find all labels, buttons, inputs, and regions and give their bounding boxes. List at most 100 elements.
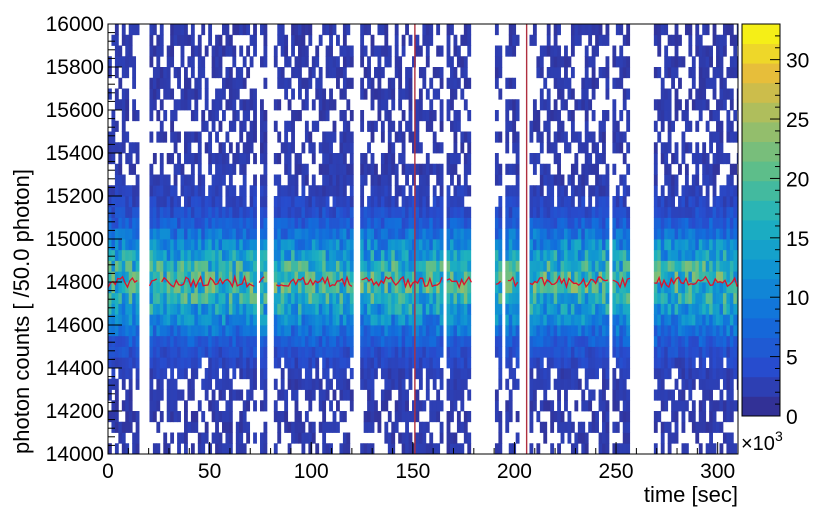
heatmap-cell <box>135 239 140 251</box>
heatmap-cell <box>716 260 720 272</box>
heatmap-cell <box>425 34 430 46</box>
heatmap-cell <box>218 432 223 444</box>
heatmap-cell <box>446 421 451 433</box>
colorbar-band <box>742 122 780 142</box>
heatmap-cell <box>184 67 188 79</box>
heatmap-cell <box>401 260 406 272</box>
heatmap-cell <box>595 34 599 46</box>
heatmap-cell <box>235 196 240 208</box>
heatmap-cell <box>204 239 209 251</box>
heatmap-cell <box>546 120 551 132</box>
heatmap-cell <box>242 142 247 154</box>
colorbar-frame <box>741 23 781 417</box>
heatmap-cell <box>222 77 226 89</box>
heatmap-cell <box>118 185 123 197</box>
heatmap-cell <box>605 325 610 337</box>
heatmap-cell <box>211 368 216 380</box>
heatmap-cell <box>557 45 561 57</box>
heatmap-cell <box>339 131 344 143</box>
heatmap-cell <box>619 368 624 380</box>
heatmap-cell <box>232 24 237 36</box>
heatmap-cell <box>111 303 116 315</box>
heatmap-cell <box>605 67 610 79</box>
heatmap-cell <box>577 292 582 304</box>
heatmap-cell <box>235 357 240 369</box>
heatmap-cell <box>260 99 264 111</box>
heatmap-cell <box>622 292 627 304</box>
heatmap-cell <box>329 174 333 186</box>
heatmap-cell <box>311 228 316 240</box>
heatmap-cell <box>197 357 202 369</box>
heatmap-cell <box>695 34 700 46</box>
heatmap-cell <box>249 99 254 111</box>
heatmap-cell <box>215 99 219 111</box>
heatmap-cell <box>318 346 323 358</box>
heatmap-cell <box>287 142 292 154</box>
heatmap-cell <box>215 131 219 143</box>
heatmap-cell <box>450 411 454 423</box>
heatmap-cell <box>622 217 627 229</box>
heatmap-cell <box>152 249 157 261</box>
heatmap-cell <box>318 292 323 304</box>
heatmap-cell <box>184 282 188 294</box>
heatmap-cell <box>215 174 219 186</box>
heatmap-cell <box>329 34 333 46</box>
heatmap-cell <box>615 24 620 36</box>
heatmap-cell <box>401 249 406 261</box>
heatmap-cell <box>363 378 368 390</box>
heatmap-cell <box>370 411 375 423</box>
heatmap-cell <box>660 389 665 401</box>
heatmap-cell <box>705 368 710 380</box>
heatmap-cell <box>370 368 375 380</box>
heatmap-cell <box>132 303 137 315</box>
heatmap-cell <box>342 174 347 186</box>
heatmap-cell <box>709 271 713 283</box>
heatmap-cell <box>515 185 520 197</box>
heatmap-cell <box>439 432 444 444</box>
heatmap-cell <box>736 228 738 240</box>
heatmap-cell <box>622 443 627 454</box>
heatmap-cell <box>208 249 213 261</box>
heatmap-cell <box>681 142 686 154</box>
heatmap-cell <box>349 325 354 337</box>
heatmap-cell <box>159 67 164 79</box>
heatmap-cell <box>177 196 181 208</box>
heatmap-cell <box>422 174 427 186</box>
heatmap-cell <box>346 292 351 304</box>
heatmap-cell <box>564 77 568 89</box>
heatmap-cell <box>294 185 299 197</box>
heatmap-cell <box>553 110 558 122</box>
heatmap-cell <box>360 206 365 218</box>
heatmap-cell <box>125 45 130 57</box>
heatmap-cell <box>111 400 116 412</box>
heatmap-cell <box>159 368 164 380</box>
heatmap-cell <box>622 357 627 369</box>
heatmap-cell <box>653 228 658 240</box>
heatmap-cell <box>505 131 510 143</box>
heatmap-cell <box>242 77 247 89</box>
heatmap-cell <box>498 206 503 218</box>
heatmap-cell <box>118 260 123 272</box>
heatmap-cell <box>177 357 181 369</box>
heatmap-cell <box>128 249 133 261</box>
heatmap-cell <box>301 357 306 369</box>
heatmap-cell <box>460 421 465 433</box>
heatmap-cell <box>177 131 181 143</box>
heatmap-cell <box>425 271 430 283</box>
heatmap-cell <box>450 443 454 454</box>
heatmap-cell <box>602 282 606 294</box>
heatmap-cell <box>298 292 302 304</box>
heatmap-cell <box>377 335 382 347</box>
heatmap-cell <box>201 411 206 423</box>
heatmap-cell <box>584 110 589 122</box>
heatmap-cell <box>377 249 382 261</box>
heatmap-cell <box>450 163 454 175</box>
heatmap-cell <box>197 335 202 347</box>
heatmap-cell <box>412 206 416 218</box>
heatmap-cell <box>360 249 365 261</box>
heatmap-cell <box>726 335 731 347</box>
heatmap-cell <box>595 228 599 240</box>
heatmap-cell <box>543 174 548 186</box>
heatmap-cell <box>595 142 599 154</box>
heatmap-cell <box>722 206 727 218</box>
